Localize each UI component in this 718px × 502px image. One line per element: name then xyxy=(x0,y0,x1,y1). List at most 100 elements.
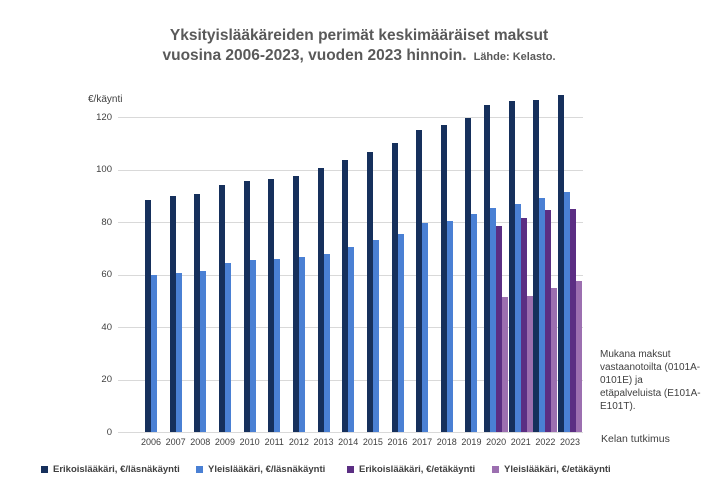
bar xyxy=(520,218,527,432)
bar xyxy=(323,253,330,432)
bar xyxy=(274,258,281,432)
bar xyxy=(243,181,250,432)
y-axis-tick-label: 20 xyxy=(101,374,112,385)
bar xyxy=(558,94,565,432)
gridline xyxy=(118,432,583,433)
bar-group xyxy=(508,101,533,432)
bar xyxy=(397,233,404,432)
bar-group xyxy=(292,117,305,432)
chart-title-line2-text: vuosina 2006-2023, vuoden 2023 hinnoin. xyxy=(162,47,467,65)
chart-title-line2: vuosina 2006-2023, vuoden 2023 hinnoin. L… xyxy=(0,46,718,66)
bar xyxy=(292,176,299,432)
x-axis-tick-label: 2013 xyxy=(313,437,334,447)
x-axis-tick-label: 2014 xyxy=(338,437,359,447)
bar xyxy=(471,214,478,432)
bar xyxy=(564,191,571,432)
x-axis-tick-label: 2012 xyxy=(288,437,309,447)
bar-group xyxy=(366,117,379,432)
bar xyxy=(169,195,176,432)
bar xyxy=(496,225,503,432)
bar-group xyxy=(533,99,558,432)
bar xyxy=(200,270,207,432)
x-axis-tick-label: 2019 xyxy=(461,437,482,447)
legend-swatch xyxy=(41,466,48,473)
bar xyxy=(366,152,373,432)
bar xyxy=(342,160,349,432)
legend-swatch xyxy=(492,466,499,473)
bar-group xyxy=(317,117,330,432)
legend-item: Erikoislääkäri, €/läsnäkäynti xyxy=(41,464,180,475)
bar xyxy=(145,199,151,432)
bar xyxy=(194,194,201,432)
legend-item: Erikoislääkäri, €/etäkäynti xyxy=(347,464,475,475)
bar-group xyxy=(169,117,182,432)
chart-title-line1: Yksityislääkäreiden perimät keskimääräis… xyxy=(169,27,549,44)
x-axis-tick-label: 2006 xyxy=(140,437,162,447)
credit-label: Kelan tutkimus xyxy=(601,433,670,445)
bar xyxy=(465,118,472,432)
bar xyxy=(151,274,157,432)
legend-swatch xyxy=(347,466,354,473)
bar-group xyxy=(484,105,509,432)
gridline xyxy=(118,169,583,171)
y-axis-tick-label: 80 xyxy=(101,216,112,228)
bar xyxy=(372,240,379,432)
legend-label: Yleislääkäri, €/läsnäkäynti xyxy=(208,464,326,475)
bar-group xyxy=(243,117,256,432)
y-axis-tick-label: 0 xyxy=(106,426,112,438)
gridline xyxy=(118,222,583,223)
y-axis-unit-label: €/käynti xyxy=(88,94,123,105)
bar-group xyxy=(465,117,478,432)
gridline xyxy=(118,117,583,118)
bar-group xyxy=(218,117,231,432)
bar-group xyxy=(268,117,281,432)
x-axis-tick-label: 2007 xyxy=(165,437,186,447)
x-axis-tick-label: 2021 xyxy=(510,437,531,447)
bar xyxy=(539,198,546,432)
x-axis-tick-label: 2015 xyxy=(362,437,383,447)
y-axis-tick-label: 120 xyxy=(96,111,112,123)
legend-label: Erikoislääkäri, €/läsnäkäynti xyxy=(53,464,180,475)
chart-title: Yksityislääkäreiden perimät keskimääräis… xyxy=(0,26,718,67)
legend-item: Yleislääkäri, €/etäkäynti xyxy=(492,464,611,475)
bar xyxy=(317,168,324,432)
bar-group xyxy=(416,117,429,432)
bar xyxy=(502,296,509,432)
bar xyxy=(224,262,231,432)
bar xyxy=(570,208,577,432)
x-axis-tick-label: 2020 xyxy=(486,437,507,447)
bar xyxy=(249,260,256,432)
chart-source-label: Lähde: Kelasto. xyxy=(473,51,556,64)
bar xyxy=(446,220,453,432)
bar xyxy=(545,210,552,432)
annotation-note: Mukana maksut vastaanotoilta (0101A-0101… xyxy=(600,349,701,412)
legend-swatch xyxy=(196,466,203,473)
bar xyxy=(268,178,275,432)
bar-group xyxy=(145,117,157,432)
bar-group xyxy=(558,94,583,432)
x-axis-tick-label: 2008 xyxy=(190,437,211,447)
bar xyxy=(416,130,423,432)
bar xyxy=(422,223,429,432)
bar-group xyxy=(194,117,207,432)
bar-group xyxy=(391,117,404,432)
bar xyxy=(490,207,497,432)
bar xyxy=(484,105,491,432)
bar xyxy=(348,246,355,432)
bar xyxy=(175,273,182,432)
x-axis-tick-label: 2022 xyxy=(535,437,556,447)
bar xyxy=(391,143,398,432)
bar xyxy=(533,99,540,432)
legend-label: Erikoislääkäri, €/etäkäynti xyxy=(359,464,476,475)
legend-label: Yleislääkäri, €/etäkäynti xyxy=(504,464,611,475)
bar xyxy=(440,124,447,432)
x-axis-tick-label: 2009 xyxy=(214,437,235,447)
x-axis-tick-label: 2016 xyxy=(387,437,408,447)
x-axis-tick-label: 2017 xyxy=(412,437,433,447)
bar-group xyxy=(440,117,453,432)
x-axis-tick-label: 2023 xyxy=(560,437,581,447)
y-axis-tick-label: 100 xyxy=(96,164,112,175)
bar xyxy=(508,101,515,432)
bar xyxy=(576,281,583,432)
